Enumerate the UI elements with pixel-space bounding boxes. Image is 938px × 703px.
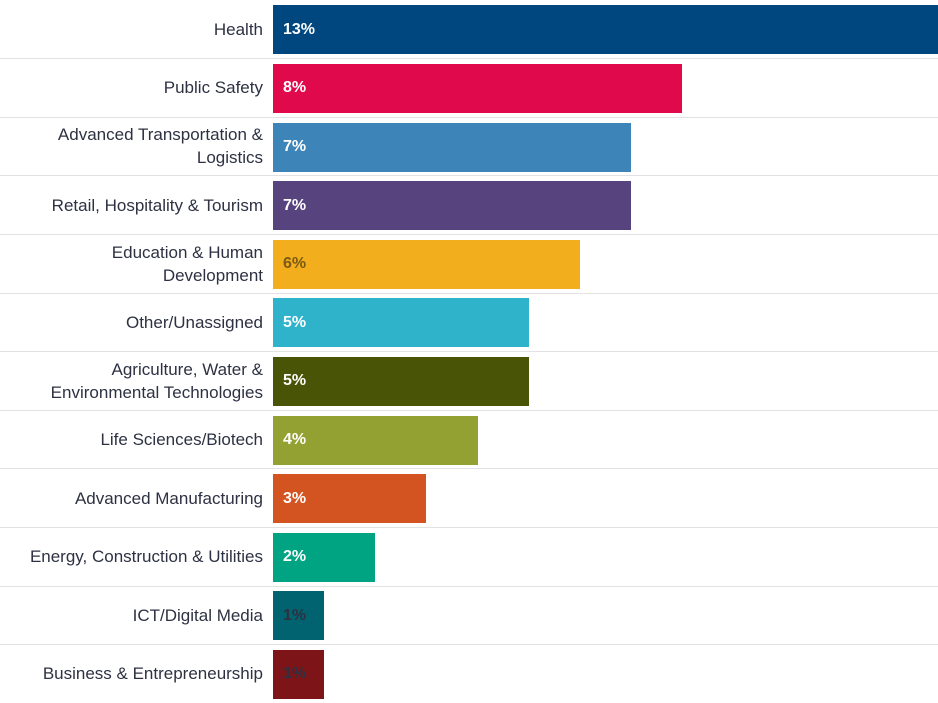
category-label: Agriculture, Water & Environmental Techn… — [50, 359, 263, 402]
category-label: Business & Entrepreneurship — [42, 664, 263, 684]
row-separator — [0, 58, 938, 60]
value-label: 4% — [283, 431, 307, 448]
row-separator — [0, 468, 938, 470]
bar — [273, 356, 529, 406]
row-separator — [0, 585, 938, 587]
value-label: 2% — [283, 548, 307, 566]
category-label: Education & Human Development — [111, 242, 263, 285]
bar — [273, 532, 376, 582]
value-label: 5% — [283, 313, 307, 331]
bar — [273, 63, 683, 113]
bar — [273, 474, 427, 524]
category-label: Life Sciences/Biotech — [100, 429, 263, 449]
row-separator — [0, 526, 938, 528]
category-label: Retail, Hospitality & Tourism — [51, 195, 263, 215]
category-label: ICT/Digital Media — [132, 605, 263, 625]
bar — [273, 298, 529, 348]
row-separator — [0, 409, 938, 411]
row-separator — [0, 292, 938, 294]
value-label: 5% — [283, 372, 307, 390]
value-label: 7% — [283, 138, 307, 155]
value-label: 8% — [283, 79, 307, 97]
bar — [273, 239, 580, 289]
category-label: Energy, Construction & Utilities — [29, 547, 263, 567]
bar — [273, 649, 325, 699]
row-separator — [0, 644, 938, 646]
bar — [273, 122, 632, 172]
value-label: 1% — [283, 665, 307, 683]
row-separator — [0, 351, 938, 353]
category-label: Public Safety — [163, 78, 263, 98]
value-label: 7% — [283, 196, 307, 214]
value-label: 3% — [283, 489, 307, 507]
row-separator — [0, 116, 938, 118]
bar — [273, 5, 938, 55]
value-label: 13% — [283, 20, 316, 38]
category-label: Health — [213, 19, 263, 39]
bar — [273, 181, 632, 231]
bar — [273, 591, 325, 641]
category-label: Other/Unassigned — [125, 312, 263, 332]
row-separator — [0, 233, 938, 235]
category-label: Advanced Transportation & Logistics — [57, 125, 263, 168]
bar — [273, 415, 478, 465]
row-separator — [0, 175, 938, 177]
value-label: 1% — [283, 606, 307, 624]
value-label: 6% — [283, 255, 307, 273]
category-label: Advanced Manufacturing — [74, 488, 263, 508]
